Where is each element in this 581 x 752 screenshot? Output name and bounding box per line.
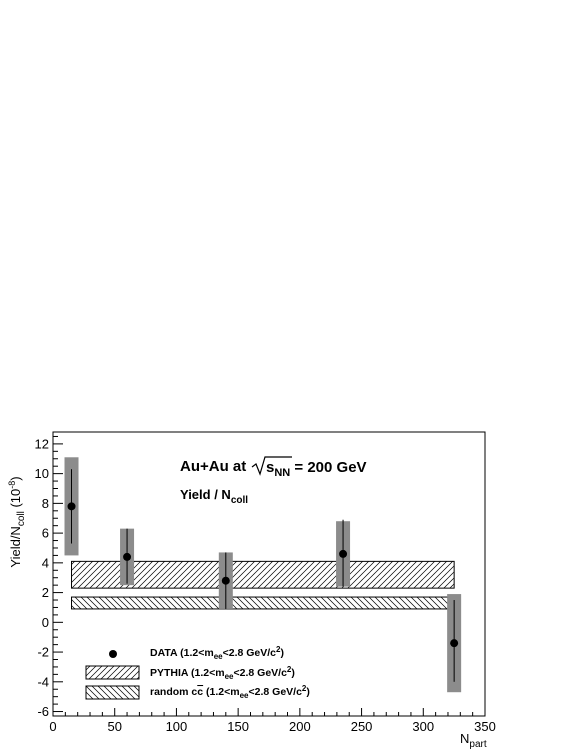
- band-random-ccbar: [71, 596, 455, 610]
- data-point: [339, 549, 348, 558]
- plot-frame: [52, 431, 486, 717]
- y-axis-title: Yield/Ncoll (10-8): [7, 476, 27, 567]
- y-tick-label: 12: [35, 436, 49, 451]
- collision-system-label: Au+Au at sNN = 200 GeV: [180, 456, 367, 479]
- energy-text: sNN = 200 GeV: [266, 459, 367, 479]
- y-tick-label: -6: [37, 704, 49, 719]
- legend-label-data: DATA (1.2<mee<2.8 GeV/c2): [150, 645, 284, 661]
- x-tick-label: 350: [474, 719, 496, 734]
- y-tick-label: 0: [42, 615, 49, 630]
- legend-label-random-ccbar: random cc (1.2<mee<2.8 GeV/c2): [150, 684, 310, 700]
- legend-label-pythia: PYTHIA (1.2<mee<2.8 GeV/c2): [150, 665, 295, 681]
- system-text: Au+Au at: [180, 458, 246, 475]
- band-pythia: [71, 560, 455, 589]
- quantity-label: Yield / Ncoll: [180, 487, 248, 506]
- x-tick-label: 200: [289, 719, 311, 734]
- legend-swatch-pythia: [85, 665, 140, 680]
- model-bands: [71, 560, 455, 610]
- x-tick-label: 50: [107, 719, 121, 734]
- x-tick-label: 0: [49, 719, 56, 734]
- y-tick-label: -4: [37, 674, 49, 689]
- x-tick-label: 250: [351, 719, 373, 734]
- legend-swatch-random-ccbar: [85, 685, 140, 700]
- sqrt-symbol: [251, 456, 292, 476]
- y-tick-label: 6: [42, 526, 49, 541]
- y-tick-label: 4: [42, 555, 49, 570]
- y-axis-ticks: -6 -4 -2 0 2 4 6 8 10 12: [35, 435, 63, 719]
- x-axis-ticks: 0 50 100 150 200 250 300 350: [49, 708, 496, 734]
- x-tick-label: 100: [166, 719, 188, 734]
- y-tick-label: 2: [42, 585, 49, 600]
- legend: DATA (1.2<mee<2.8 GeV/c2) PYTHIA (1.2<me…: [85, 645, 310, 700]
- x-axis-title: Npart: [460, 731, 487, 750]
- data-point: [67, 502, 76, 511]
- legend-marker-data: [109, 650, 117, 658]
- x-tick-label: 150: [227, 719, 249, 734]
- y-tick-label: 10: [35, 466, 49, 481]
- data-point: [450, 639, 459, 648]
- y-tick-label: 8: [42, 496, 49, 511]
- x-tick-label: 300: [412, 719, 434, 734]
- data-point: [221, 576, 230, 585]
- y-tick-label: -2: [37, 645, 49, 660]
- data-point: [123, 552, 132, 561]
- data-points: [67, 469, 459, 682]
